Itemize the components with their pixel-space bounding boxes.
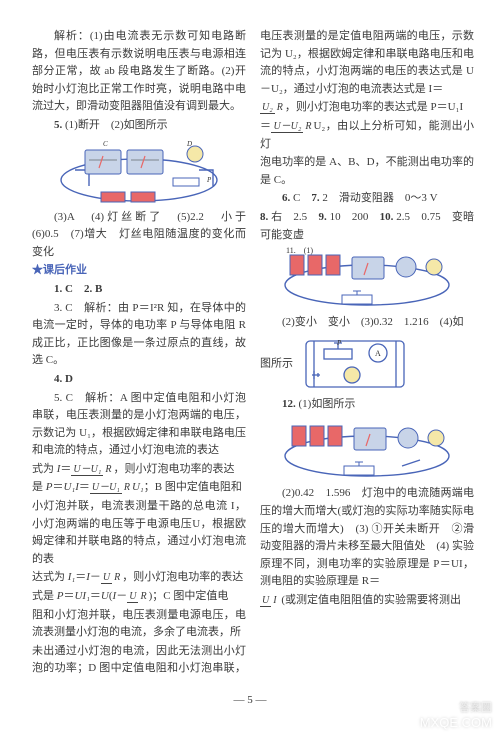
q6: 6. C 7. 2 滑动变阻器 0～3 V bbox=[260, 190, 474, 208]
page-number: — 5 — bbox=[0, 692, 500, 710]
q5-line1: 5. (1)断开 (2)如图所示 bbox=[32, 117, 246, 135]
formula-1: 式为 I＝U－U₁R，则小灯泡电功率的表达 bbox=[32, 461, 246, 479]
q5-b: (3)A (4)灯丝断了 (5)2.2 小于 (6)0.5 (7)增大 灯丝电阻… bbox=[32, 209, 246, 262]
svg-text:A: A bbox=[375, 349, 381, 358]
q5c-a: 5. C 解析：A 图中定值电阻和小灯泡串联，电压表测量的是小灯泡两端的电压，示… bbox=[32, 390, 246, 460]
formula-2: 是 P＝U₁I＝U－U₁RU₁；B 图中定值电阻和 bbox=[32, 479, 246, 497]
svg-text:11. (1): 11. (1) bbox=[286, 247, 313, 255]
formula-3: 达式为 I₁＝I－UR，则小灯泡电功率的表达 bbox=[32, 569, 246, 587]
formula-4: 式是 P＝UI₁＝U(I－UR)；C 图中定值电 bbox=[32, 588, 246, 606]
q3: 3. C 解析：由 P＝I²R 知，在导体中的电流一定时，导体的电功率 P 与导… bbox=[32, 300, 246, 370]
svg-text:P: P bbox=[206, 176, 212, 184]
circuit-figure-1: C D P bbox=[32, 138, 246, 206]
svg-text:P: P bbox=[336, 339, 342, 347]
q12: 12. (1)如图所示 bbox=[260, 396, 474, 414]
q5c-g: 阻和小灯泡并联，电压表测量电源电压，电流表测量小灯泡的电流，多余了电流表，所 bbox=[32, 607, 246, 642]
formula-5: U₂R，则小灯泡电功率的表达式是 P＝U₁I bbox=[260, 99, 474, 117]
formula-7: UI (或测定值电阻阻值的实验需要将测出 bbox=[260, 592, 474, 610]
section-header: ★课后作业 bbox=[32, 262, 246, 280]
q8: 8. 右 2.5 9. 10 200 10. 2.5 0.75 变暗 可能变虚 bbox=[260, 209, 474, 244]
p2d: 泡电功率的是 A、B、D，不能测出电功率的是 C。 bbox=[260, 154, 474, 189]
q11b: (2)变小 变小 (3)0.32 1.216 (4)如 bbox=[260, 314, 474, 332]
circuit-figure-3: 图所示 P A bbox=[260, 335, 474, 393]
q5c-d: 小灯泡并联，电流表测量干路的总电流 I，小灯泡两端的电压等于电源电压U，根据欧姆… bbox=[32, 498, 246, 568]
svg-text:C: C bbox=[103, 140, 108, 148]
q1-2: 1. C 2. B bbox=[32, 281, 246, 299]
circuit-figure-4 bbox=[260, 416, 474, 482]
q4: 4. D bbox=[32, 371, 246, 389]
svg-text:D: D bbox=[186, 140, 192, 148]
watermark: MXQE.COM bbox=[420, 713, 492, 734]
analysis-p1: 解析：(1)由电流表无示数可知电路断路，但电压表有示数说明电压表与电源相连部分正… bbox=[32, 28, 246, 116]
circuit-figure-2: 11. (1) bbox=[260, 247, 474, 311]
q12b: (2)0.42 1.596 灯泡中的电流随两端电压的增大而增大(或灯泡的实际功率… bbox=[260, 485, 474, 591]
formula-6: ＝U－U₂RU₂，由以上分析可知，能测出小灯 bbox=[260, 118, 474, 153]
